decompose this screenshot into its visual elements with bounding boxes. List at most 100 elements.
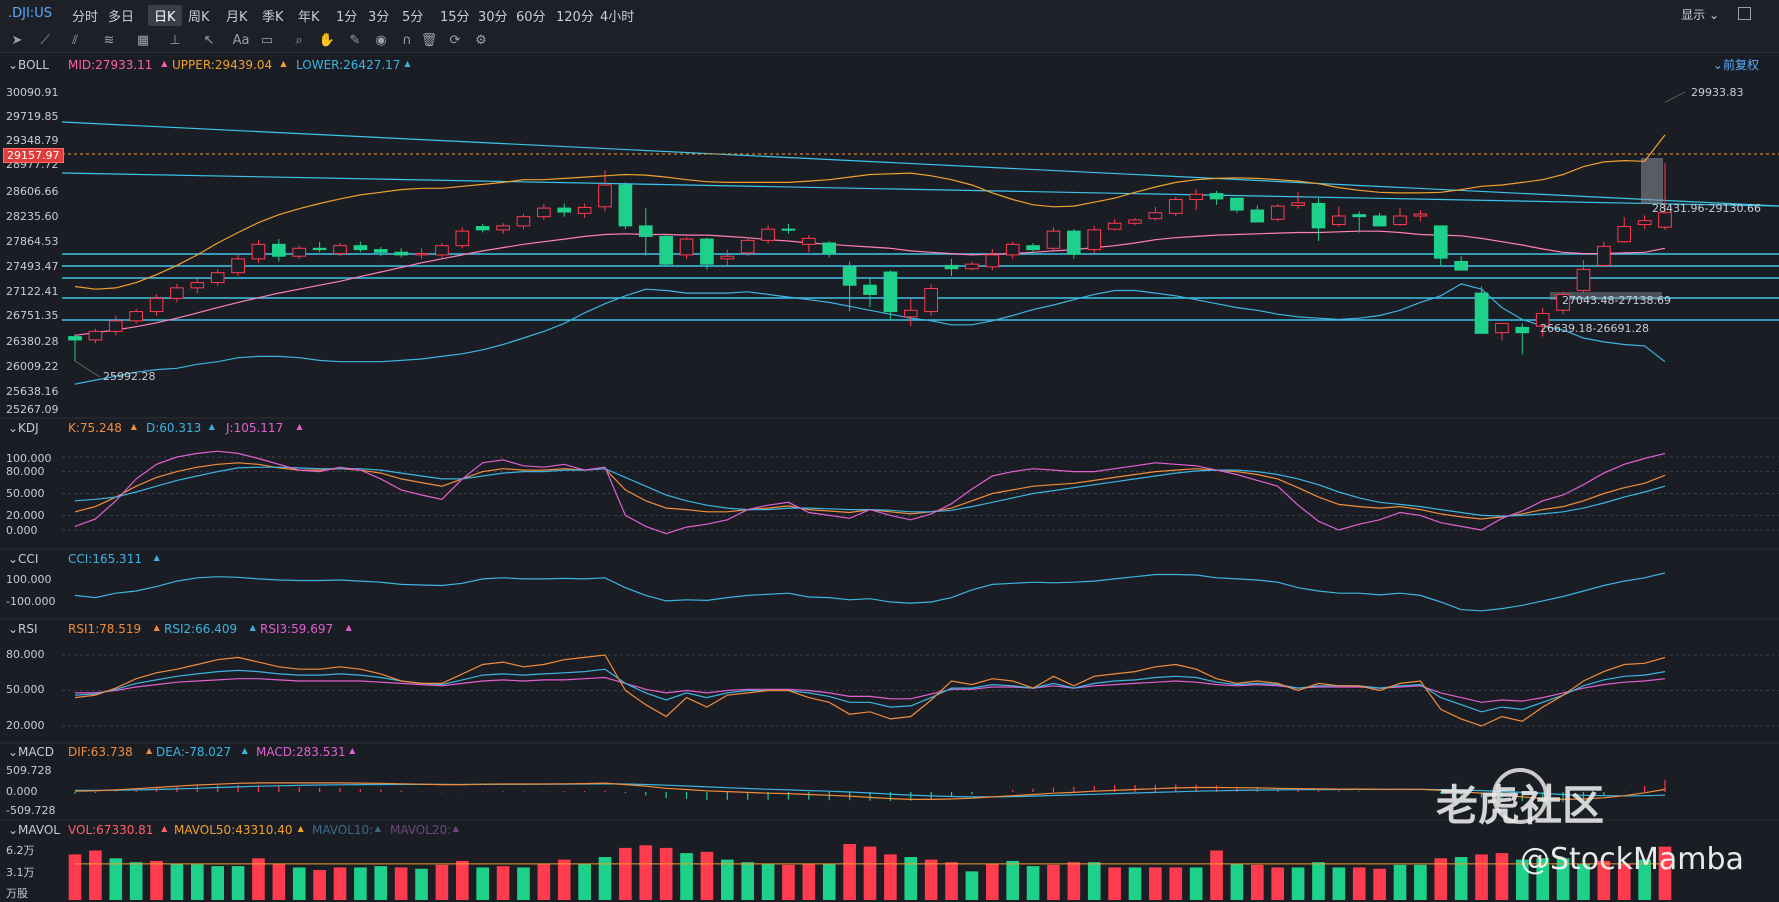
- candle-body: [1576, 268, 1591, 291]
- panel-title-mavol: ⌄MAVOL: [8, 823, 60, 837]
- indicator-arrow-icon: ▲: [153, 623, 160, 632]
- symbol-label[interactable]: .DJI:US: [8, 6, 52, 21]
- volume-bar: [435, 864, 449, 900]
- tab-timeframe-12[interactable]: 60分: [516, 10, 546, 25]
- volume-bar: [1312, 862, 1325, 900]
- candle-body: [1474, 292, 1489, 334]
- pen-icon[interactable]: ✎: [349, 33, 361, 48]
- tab-timeframe-3[interactable]: 周K: [188, 10, 210, 25]
- tab-timeframe-0[interactable]: 分时: [72, 10, 99, 25]
- tab-timeframe-14[interactable]: 4小时: [600, 10, 635, 25]
- kdj-j-line: [74, 450, 1666, 535]
- trend-line: [61, 172, 1779, 207]
- candle-body: [353, 245, 368, 251]
- volume-bar: [252, 858, 265, 900]
- sync-icon[interactable]: ⟳: [449, 33, 461, 48]
- tab-timeframe-4[interactable]: 月K: [226, 10, 248, 25]
- trash-icon[interactable]: 🗑: [420, 33, 438, 48]
- candle-body: [965, 263, 979, 270]
- show-dropdown[interactable]: 显示 ⌄: [1681, 6, 1719, 23]
- indicator-value-macd-0: DIF:63.738: [68, 745, 133, 759]
- tab-timeframe-8[interactable]: 3分: [368, 10, 390, 25]
- annotation-leader: [74, 360, 101, 378]
- grid-icon[interactable]: ▦: [136, 33, 150, 48]
- fib-icon[interactable]: ≋: [103, 33, 115, 48]
- tab-timeframe-10[interactable]: 15分: [440, 10, 470, 25]
- candle-body: [903, 309, 918, 318]
- candle-body: [496, 225, 510, 231]
- volume-bar: [1638, 859, 1651, 900]
- candle-body: [1128, 219, 1142, 224]
- indicator-arrow-icon: ▲: [297, 824, 304, 833]
- candle-body: [781, 228, 796, 231]
- tab-timeframe-13[interactable]: 120分: [556, 10, 594, 25]
- volume-bar: [1515, 859, 1529, 900]
- tab-timeframe-7[interactable]: 1分: [336, 10, 358, 25]
- candle-body: [272, 243, 286, 257]
- volume-bar: [517, 867, 530, 900]
- axis-label-vol-1: 3.1万: [6, 866, 35, 879]
- price-zone-box: [1550, 292, 1662, 300]
- volume-bar: [741, 862, 755, 900]
- eye-icon[interactable]: ◉: [375, 33, 387, 48]
- candle-body: [700, 238, 714, 265]
- candle-body: [1658, 212, 1672, 228]
- volume-bar: [557, 859, 571, 900]
- indicator-value-rsi-2: RSI3:59.697: [260, 622, 334, 636]
- tab-timeframe-5[interactable]: 季K: [262, 10, 284, 25]
- tab-timeframe-6[interactable]: 年K: [298, 10, 320, 25]
- hand-icon[interactable]: ✋: [318, 33, 336, 48]
- volume-bar: [333, 867, 347, 900]
- candle-body: [333, 245, 347, 255]
- magnet-icon[interactable]: ∩: [402, 33, 412, 48]
- candle-body: [231, 258, 245, 274]
- tab-timeframe-1[interactable]: 多日: [108, 10, 135, 25]
- annotation-high: 29933.83: [1691, 86, 1744, 99]
- volume-bar: [1210, 850, 1223, 900]
- axis-label-price-6: 27864.53: [6, 235, 59, 248]
- window-icon[interactable]: [1738, 7, 1751, 20]
- measure-icon[interactable]: ⊥: [169, 33, 181, 48]
- channel-icon[interactable]: ⫽: [72, 33, 78, 48]
- axis-label-macd-1: 0.000: [6, 785, 38, 798]
- indicator-arrow-icon: ▲: [374, 824, 381, 833]
- candle-body: [638, 225, 653, 237]
- axis-label-price-9: 26751.35: [6, 309, 59, 322]
- text-icon[interactable]: Aa: [232, 33, 250, 48]
- volume-bar: [639, 845, 653, 900]
- volume-bar: [1454, 857, 1468, 900]
- annotation-low: 25992.28: [103, 370, 156, 383]
- indicator-arrow-icon: ▲: [249, 623, 256, 632]
- tab-timeframe-9[interactable]: 5分: [402, 10, 424, 25]
- volume-bar: [1393, 864, 1407, 900]
- zoom-icon[interactable]: ⌕: [295, 33, 303, 48]
- drawing-toolbar: ➤ ⟋ ⫽ ≋ ▦ ⊥ ↖ Aa ▭ ⌕ ✋ ✎ ◉ ∩ 🗑 ⟳ ⚙: [0, 30, 1779, 53]
- gear-icon[interactable]: ⚙: [475, 33, 487, 48]
- indicator-value-mavol-0: VOL:67330.81: [68, 823, 154, 837]
- volume-bar: [1149, 867, 1162, 900]
- comment-icon[interactable]: ▭: [260, 33, 274, 48]
- indicator-value-kdj-0: K:75.248: [68, 421, 122, 435]
- volume-bar: [720, 859, 734, 900]
- arrow-icon[interactable]: ↖: [203, 33, 215, 48]
- volume-bar: [1434, 858, 1448, 900]
- indicator-value-rsi-1: RSI2:66.409: [164, 622, 238, 636]
- current-price-tag: 29157.97: [3, 148, 64, 163]
- candle-body: [1332, 215, 1346, 226]
- tab-timeframe-2[interactable]: 日K: [148, 5, 182, 26]
- volume-bar: [619, 847, 632, 900]
- indicator-value-boll-1: UPPER:29439.04: [172, 58, 273, 72]
- candle-body: [1352, 214, 1367, 218]
- volume-bar: [680, 853, 693, 900]
- line-icon[interactable]: ⟋: [40, 33, 50, 48]
- indicator-value-macd-2: MACD:283.531: [256, 745, 346, 759]
- tab-timeframe-11[interactable]: 30分: [478, 10, 508, 25]
- volume-bar: [68, 854, 82, 900]
- rsi2-line: [74, 668, 1666, 713]
- axis-label-price-4: 28606.66: [6, 185, 59, 198]
- candle-body: [1413, 213, 1428, 217]
- fuquan-toggle[interactable]: ⌄前复权: [1713, 56, 1759, 73]
- axis-label-price-12: 25638.16: [6, 385, 59, 398]
- cursor-icon[interactable]: ➤: [11, 33, 23, 48]
